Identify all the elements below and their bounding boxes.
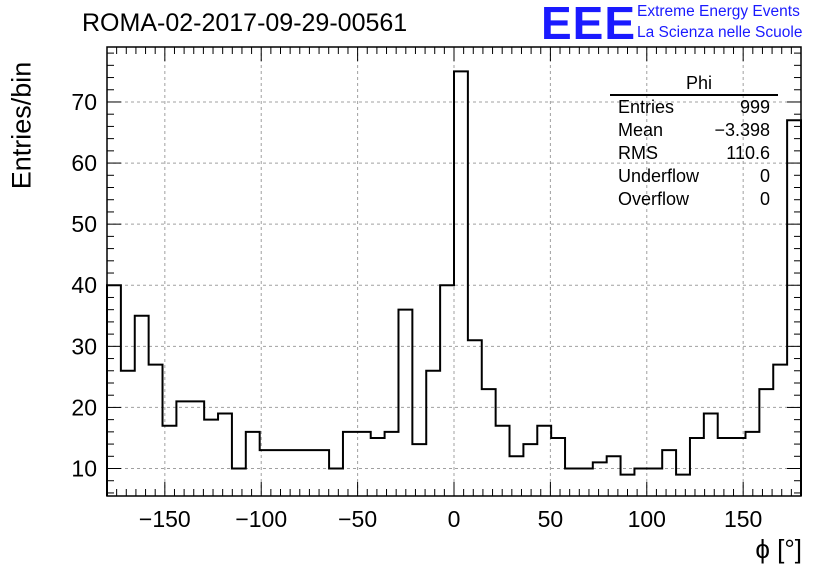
histogram-bin <box>385 432 399 496</box>
histogram-bin <box>218 414 232 496</box>
histogram-bin <box>301 450 315 496</box>
histogram-bin <box>454 71 468 496</box>
y-tick-label: 10 <box>71 456 97 482</box>
histogram-bin <box>412 444 426 496</box>
histogram-bin <box>440 285 454 496</box>
stats-label: Mean <box>618 120 664 140</box>
y-tick-label: 20 <box>71 394 97 420</box>
logo-text-line2: La Scienza nelle Scuole <box>637 24 803 41</box>
histogram-bin <box>704 414 718 496</box>
histogram-bin <box>149 365 163 496</box>
histogram-bin <box>246 432 260 496</box>
stats-value: −3.398 <box>714 120 770 140</box>
stats-value: 0 <box>759 166 770 186</box>
histogram-bin <box>232 469 246 496</box>
histogram-bin <box>662 450 676 496</box>
histogram-bin <box>468 340 482 496</box>
stats-label: Underflow <box>618 166 700 186</box>
stats-label: Overflow <box>618 189 690 209</box>
histogram-bin <box>634 469 648 496</box>
histogram-bin <box>329 469 343 496</box>
histogram-bin <box>496 426 510 496</box>
eee-logo: EEE <box>541 0 637 49</box>
y-tick-label: 30 <box>71 333 97 359</box>
stats-box: Phi Entries 999 Mean −3.398 RMS 110.6 Under… <box>610 72 778 211</box>
histogram-bin <box>551 438 565 496</box>
histogram-bin <box>398 310 412 496</box>
x-tick-label: 150 <box>724 506 762 532</box>
histogram-bin <box>190 401 204 496</box>
histogram-bin <box>565 469 579 496</box>
histogram-bin <box>204 420 218 496</box>
histogram-bin <box>676 475 690 496</box>
x-tick-label: −50 <box>338 506 377 532</box>
histogram-bin <box>176 401 190 496</box>
x-tick-label: −100 <box>235 506 287 532</box>
stats-row: Overflow 0 <box>610 188 778 211</box>
stats-value: 0 <box>759 189 770 209</box>
stats-row: Mean −3.398 <box>610 119 778 142</box>
histogram-bin <box>371 438 385 496</box>
x-tick-label: 50 <box>538 506 564 532</box>
y-tick-label: 40 <box>71 272 97 298</box>
histogram-outline <box>106 70 802 496</box>
y-tick-label: 50 <box>71 211 97 237</box>
stats-label: Entries <box>618 97 675 117</box>
histogram-bin <box>537 426 551 496</box>
stats-value: 110.6 <box>726 143 770 163</box>
histogram-bin <box>315 450 329 496</box>
stats-row: Underflow 0 <box>610 165 778 188</box>
histogram-bin <box>426 371 440 496</box>
x-axis-label: ϕ [°] <box>755 534 802 564</box>
histogram-bin <box>287 450 301 496</box>
histogram-bin <box>121 371 135 496</box>
stats-value: 999 <box>739 97 770 117</box>
histogram-bin <box>745 432 759 496</box>
histogram-bin <box>773 365 787 496</box>
logo-text-line1: Extreme Energy Events <box>637 3 800 20</box>
histogram-bin <box>690 438 704 496</box>
y-axis-label: Entries/bin <box>6 61 37 190</box>
stats-divider <box>610 94 778 96</box>
histogram-bin <box>787 120 801 496</box>
stats-title: Phi <box>685 73 712 93</box>
x-tick-label: −150 <box>139 506 191 532</box>
histogram-bin <box>107 285 121 496</box>
stats-row: Entries 999 <box>610 96 778 119</box>
histogram-bin <box>135 316 149 496</box>
histogram-bin <box>343 432 357 496</box>
histogram-bin <box>607 456 621 496</box>
x-tick-label: 0 <box>448 506 461 532</box>
histogram-bin <box>482 389 496 496</box>
stats-label: RMS <box>618 143 658 163</box>
y-tick-label: 70 <box>71 89 97 115</box>
histogram-bin <box>523 444 537 496</box>
histogram-bin <box>718 438 732 496</box>
histogram-bin <box>759 389 773 496</box>
histogram-bin <box>648 469 662 496</box>
histogram-bin <box>593 462 607 496</box>
histogram-bin <box>260 450 274 496</box>
x-tick-label: 100 <box>628 506 666 532</box>
histogram-bin <box>357 432 371 496</box>
y-tick-label: 60 <box>71 150 97 176</box>
histogram-bin <box>579 469 593 496</box>
stats-row: RMS 110.6 <box>610 142 778 165</box>
chart-title: ROMA-02-2017-09-29-00561 <box>82 9 408 37</box>
